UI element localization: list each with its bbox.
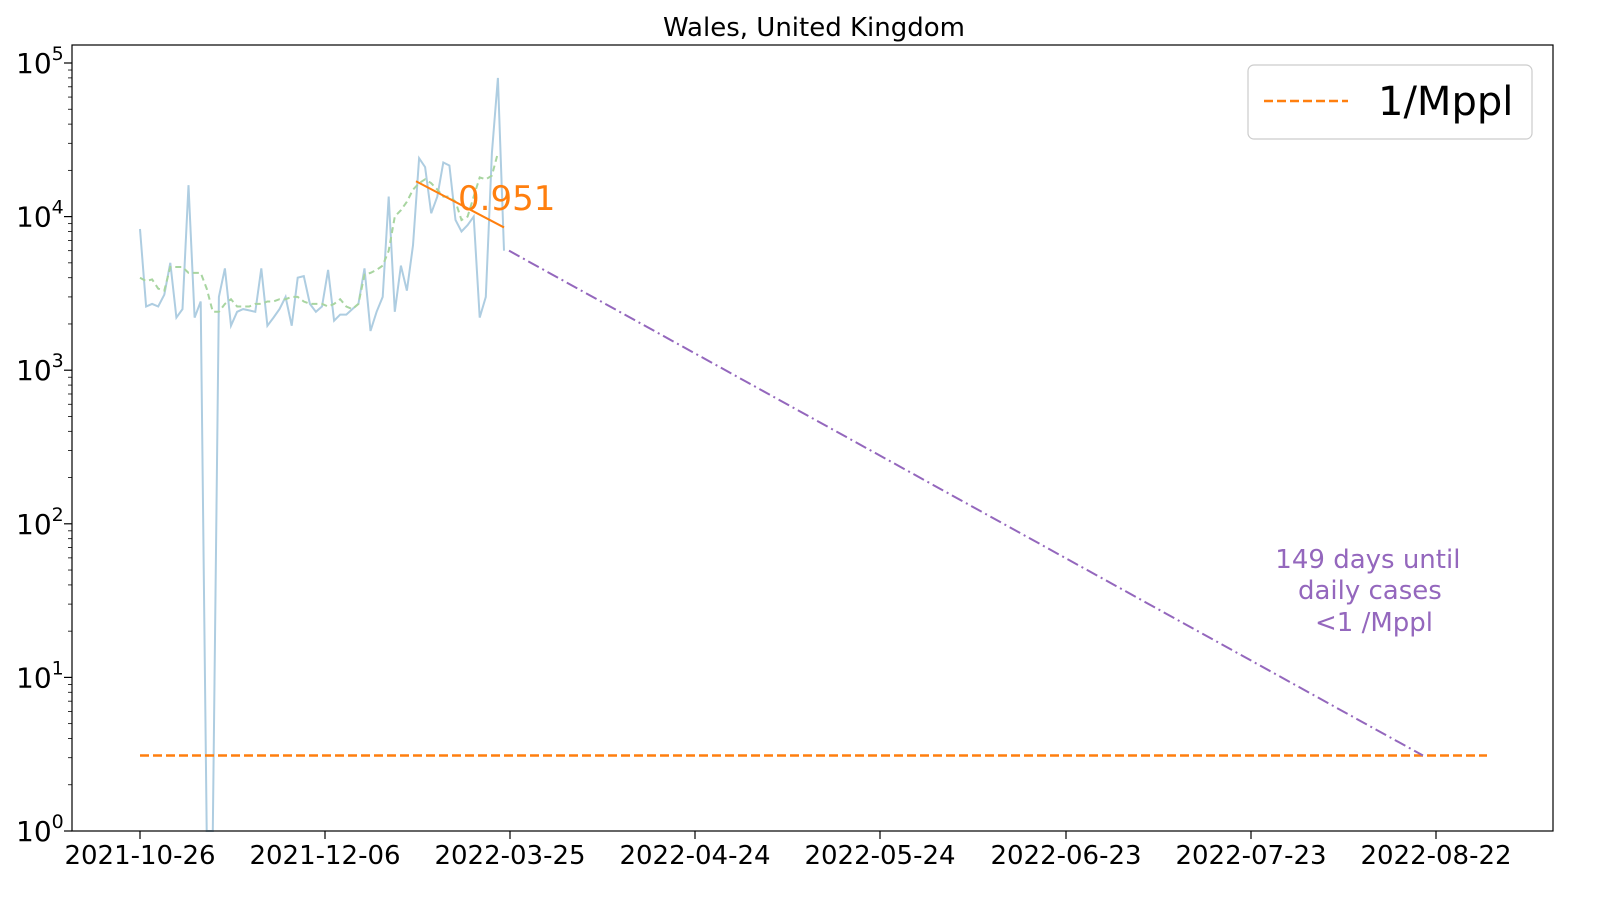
y-tick-label: 103	[16, 350, 64, 387]
y-tick-base: 10	[16, 354, 52, 387]
y-tick-label: 101	[16, 657, 64, 694]
annotation-line-1: 149 days until	[1275, 545, 1460, 575]
y-tick-base: 10	[16, 815, 52, 848]
y-tick-base: 10	[16, 47, 52, 80]
y-tick-base: 10	[16, 201, 52, 234]
plot-data-layer	[139, 77, 1487, 832]
projection-annotation: 149 days until daily cases <1 /Mppl	[1275, 545, 1468, 638]
legend: 1/Mppl	[1247, 64, 1533, 140]
legend-label: 1/Mppl	[1378, 79, 1513, 125]
y-tick-exponent: 3	[52, 350, 64, 372]
y-tick-base: 10	[16, 661, 52, 694]
y-tick-exponent: 0	[52, 811, 64, 833]
x-tick-label: 2022-05-24	[804, 841, 955, 871]
x-tick-label: 2022-03-25	[434, 841, 585, 871]
projection-line	[508, 249, 1424, 757]
x-tick-label: 2021-12-06	[249, 841, 400, 871]
y-tick-label: 100	[16, 811, 64, 848]
y-tick-exponent: 5	[52, 43, 64, 65]
y-tick-exponent: 2	[52, 504, 64, 526]
x-tick-label: 2022-08-22	[1360, 841, 1511, 871]
x-tick-label: 2022-04-24	[619, 841, 770, 871]
x-tick-label: 2021-10-26	[64, 841, 215, 871]
legend-box	[1247, 64, 1533, 140]
y-tick-exponent: 4	[52, 197, 64, 219]
y-tick-exponent: 1	[52, 657, 64, 679]
y-tick-label: 105	[16, 43, 64, 80]
fit-line	[415, 180, 505, 229]
plot-frame	[71, 44, 1554, 832]
y-tick-base: 10	[16, 508, 52, 541]
fit-rate-label: 0.951	[458, 179, 555, 219]
rolling-average-line	[139, 152, 499, 313]
annotation-line-2: daily cases	[1298, 576, 1442, 606]
x-axis: 2021-10-26 2021-12-06 2022-03-25 2022-04-24…	[64, 831, 1512, 871]
y-tick-label: 104	[16, 197, 64, 234]
daily-cases-line	[139, 77, 505, 832]
x-tick-label: 2022-06-23	[990, 841, 1141, 871]
chart-title: Wales, United Kingdom	[663, 13, 965, 43]
y-tick-label: 102	[16, 504, 64, 541]
annotation-line-3: <1 /Mppl	[1315, 608, 1433, 638]
x-tick-label: 2022-07-23	[1175, 841, 1326, 871]
